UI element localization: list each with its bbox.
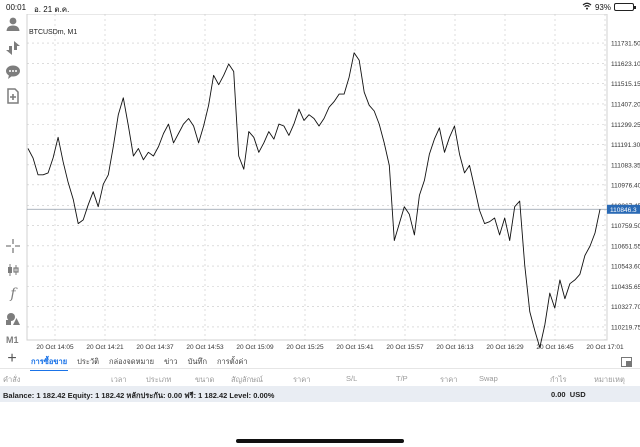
wifi-icon	[582, 2, 592, 12]
x-tick-label: 20 Oct 15:57	[386, 344, 424, 351]
x-tick-label: 20 Oct 16:29	[486, 344, 524, 351]
chat-icon[interactable]	[5, 64, 21, 80]
x-tick-label: 20 Oct 17:01	[586, 344, 624, 351]
col-type: ประเภท	[146, 375, 172, 384]
function-icon[interactable]: f	[10, 286, 16, 302]
crosshair-icon[interactable]	[5, 238, 21, 254]
y-tick-label: 111515.15	[611, 81, 640, 88]
col-comment: หมายเหตุ	[594, 375, 625, 384]
y-tick-label: 110651.55	[611, 243, 640, 250]
y-tick-label: 111731.50	[611, 41, 640, 48]
y-tick-label: 110976.40	[611, 182, 640, 189]
current-price-label: 110846.3	[610, 207, 637, 214]
x-tick-label: 20 Oct 15:09	[236, 344, 274, 351]
col-sl: S/L	[346, 374, 358, 383]
x-tick-label: 20 Oct 16:13	[436, 344, 474, 351]
tab-trade[interactable]: การซื้อขาย	[30, 354, 69, 371]
expand-panel-icon[interactable]	[621, 354, 632, 367]
col-profit: กำไร	[550, 375, 567, 384]
x-tick-label: 20 Oct 16:45	[536, 344, 574, 351]
y-tick-label: 111407.20	[611, 101, 640, 108]
tabs-divider	[0, 368, 640, 369]
col-order: คำสั่ง	[3, 375, 21, 384]
battery-icon	[614, 3, 636, 11]
status-time: 00:01	[6, 3, 27, 12]
y-tick-label: 110219.75	[611, 324, 640, 331]
status-right: 93%	[582, 2, 636, 12]
current-price-tag	[607, 204, 640, 214]
y-tick-label: 111191.30	[611, 142, 640, 149]
chart-canvas[interactable]: 111731.50 111623.10 111515.15 111407.20 1112…	[0, 13, 640, 354]
shapes-icon[interactable]	[5, 310, 21, 326]
col-tp: T/P	[396, 374, 408, 383]
status-date: อ. 21 ต.ค.	[34, 5, 70, 14]
col-current-price: ราคา	[440, 375, 458, 384]
x-tick-label: 20 Oct 14:05	[36, 344, 74, 351]
price-series-line	[27, 52, 601, 348]
y-tick-label: 111623.10	[611, 61, 640, 68]
tab-history[interactable]: ประวัติ	[77, 357, 100, 366]
chart-symbol-label: BTCUSDm, M1	[29, 29, 78, 36]
y-tick-label: 110327.70	[611, 304, 640, 311]
add-icon[interactable]: +	[7, 350, 17, 367]
terminal-tabs: การซื้อขาย ประวัติ กล่องจดหมาย ข่าว บันท…	[30, 354, 249, 371]
orders-table-header: คำสั่ง เวลา ประเภท ขนาด สัญลักษณ์ ราคา S…	[0, 370, 640, 384]
y-tick-label: 110543.60	[611, 264, 640, 271]
candlestick-icon[interactable]	[5, 262, 21, 278]
balance-row: Balance: 1 182.42 Equity: 1 182.42 หลักป…	[0, 386, 640, 402]
battery-percent: 93%	[594, 2, 611, 12]
col-symbol: สัญลักษณ์	[231, 375, 264, 384]
x-tick-label: 20 Oct 14:37	[136, 344, 174, 351]
status-bar: 00:01 อ. 21 ต.ค. 93%	[0, 0, 640, 14]
home-indicator	[236, 439, 404, 443]
y-tick-label: 110435.65	[611, 284, 640, 291]
x-tick-label: 20 Oct 14:53	[186, 344, 224, 351]
col-swap: Swap	[479, 374, 498, 383]
y-tick-label: 111083.35	[611, 162, 640, 169]
tab-mailbox[interactable]: กล่องจดหมาย	[109, 357, 155, 366]
x-tick-label: 20 Oct 15:25	[286, 344, 324, 351]
col-time: เวลา	[111, 375, 127, 384]
plot-frame	[26, 13, 608, 341]
col-price: ราคา	[293, 375, 311, 384]
left-toolbar: f M1	[0, 14, 26, 348]
profit-value: 0.00	[551, 390, 566, 399]
balance-profit: 0.00 USD	[551, 390, 586, 399]
trade-icon[interactable]	[5, 40, 21, 56]
tab-settings[interactable]: การตั้งค่า	[217, 357, 248, 366]
y-tick-label: 111299.25	[611, 122, 640, 129]
y-tick-label: 110759.50	[611, 223, 640, 230]
tab-news[interactable]: ข่าว	[164, 357, 178, 366]
x-tick-label: 20 Oct 14:21	[86, 344, 124, 351]
price-chart[interactable]: 111731.50 111623.10 111515.15 111407.20 1112…	[0, 13, 640, 354]
timeframe-button[interactable]: M1	[6, 335, 19, 345]
profit-currency: USD	[569, 390, 586, 399]
tab-journal[interactable]: บันทึก	[187, 357, 208, 366]
balance-summary: Balance: 1 182.42 Equity: 1 182.42 หลักป…	[3, 391, 275, 400]
add-document-icon[interactable]	[5, 88, 21, 104]
x-tick-label: 20 Oct 15:41	[336, 344, 374, 351]
account-icon[interactable]	[5, 16, 21, 32]
col-volume: ขนาด	[195, 375, 215, 384]
